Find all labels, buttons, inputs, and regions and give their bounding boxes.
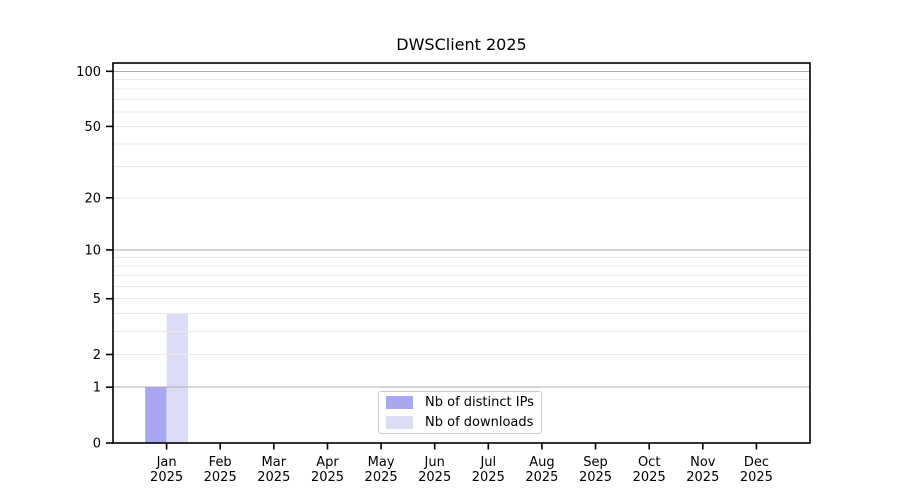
x-tick-label-month-sep: Sep: [583, 455, 608, 470]
x-tick-label-month-may: May: [368, 455, 395, 470]
x-tick-label-year-nov: 2025: [686, 470, 719, 485]
legend: Nb of distinct IPs Nb of downloads: [378, 391, 542, 434]
x-tick-label-year-feb: 2025: [204, 470, 237, 485]
legend-item-downloads: Nb of downloads: [386, 415, 541, 430]
y-tick-label-20: 20: [84, 191, 101, 206]
y-tick-label-1: 1: [93, 381, 101, 396]
x-tick-label-month-dec: Dec: [744, 455, 769, 470]
x-tick-label-month-jan: Jan: [156, 455, 177, 470]
x-tick-label-month-nov: Nov: [690, 455, 716, 470]
x-tick-label-month-jun: Jun: [424, 455, 445, 470]
x-tick-label-month-jul: Jul: [479, 455, 496, 470]
legend-item-distinct-ips: Nb of distinct IPs: [386, 395, 541, 410]
bar-nb-of-downloads-jan: [166, 313, 188, 443]
x-tick-label-year-may: 2025: [365, 470, 398, 485]
legend-swatch-downloads: [386, 416, 413, 429]
legend-swatch-distinct-ips: [386, 396, 413, 409]
y-tick-label-2: 2: [93, 348, 101, 363]
x-tick-label-month-oct: Oct: [638, 455, 660, 470]
x-tick-label-year-oct: 2025: [633, 470, 666, 485]
x-tick-label-year-mar: 2025: [257, 470, 290, 485]
x-tick-label-month-feb: Feb: [209, 455, 232, 470]
y-tick-label-100: 100: [76, 65, 101, 80]
x-tick-label-month-apr: Apr: [316, 455, 339, 470]
bar-nb-of-distinct-ips-jan: [145, 387, 167, 443]
legend-label-downloads: Nb of downloads: [425, 415, 534, 430]
y-tick-label-10: 10: [84, 243, 101, 258]
y-tick-label-5: 5: [93, 292, 101, 307]
legend-label-distinct-ips: Nb of distinct IPs: [425, 395, 534, 410]
y-tick-label-0: 0: [93, 437, 101, 452]
x-tick-label-year-apr: 2025: [311, 470, 344, 485]
x-tick-label-year-aug: 2025: [525, 470, 558, 485]
x-tick-label-month-mar: Mar: [262, 455, 287, 470]
x-tick-label-year-dec: 2025: [740, 470, 773, 485]
x-tick-label-year-jul: 2025: [472, 470, 505, 485]
x-tick-label-year-jun: 2025: [418, 470, 451, 485]
y-tick-label-50: 50: [84, 120, 101, 135]
plot-frame: [112, 62, 811, 444]
x-tick-label-year-sep: 2025: [579, 470, 612, 485]
x-tick-label-year-jan: 2025: [150, 470, 183, 485]
chart-title: DWSClient 2025: [396, 35, 527, 54]
x-tick-label-month-aug: Aug: [529, 455, 554, 470]
